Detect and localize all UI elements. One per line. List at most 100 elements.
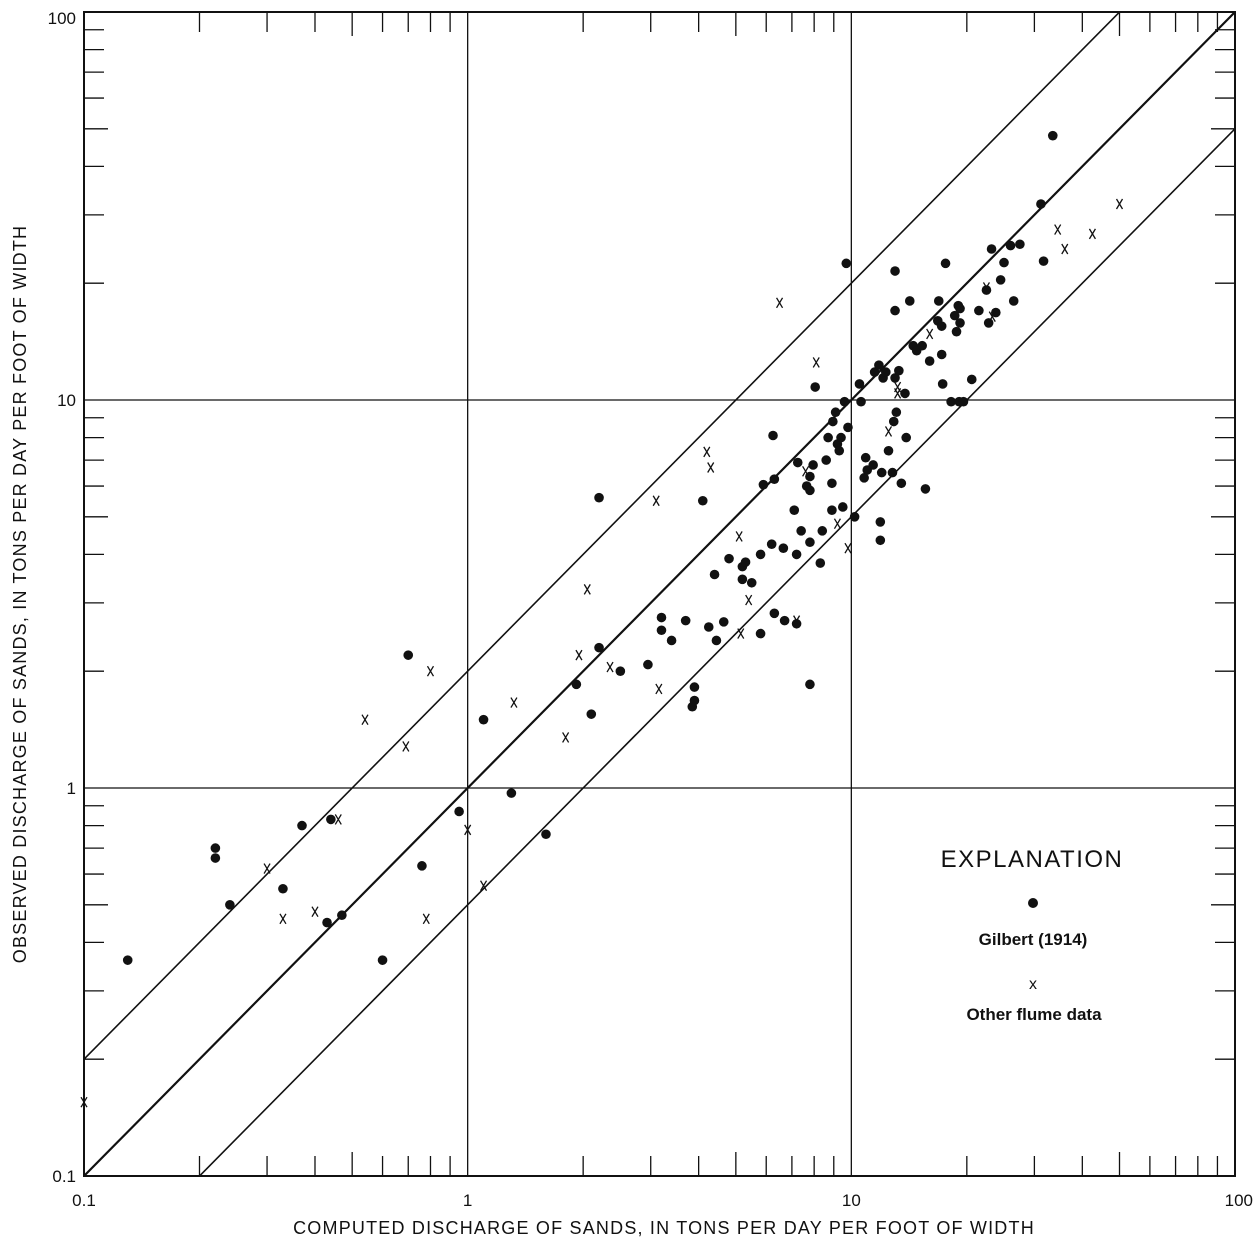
x-marker-stroke <box>1054 224 1062 235</box>
data-point-other-flume <box>982 282 991 293</box>
data-point-gilbert <box>571 679 582 690</box>
tick-labels: 0.1 1 10 100 0.1 1 10 100 <box>48 9 1253 1210</box>
data-point-gilbert <box>901 432 912 443</box>
data-point-other-flume <box>884 426 893 437</box>
data-point-gilbert <box>377 955 388 965</box>
data-point-gilbert <box>896 478 907 489</box>
data-point-gilbert <box>278 883 288 894</box>
data-point-gilbert <box>122 955 133 965</box>
x-marker-stroke <box>562 732 570 743</box>
legend-x-marker: x <box>1029 976 1037 993</box>
data-point-gilbert <box>1015 239 1025 250</box>
data-point-gilbert <box>837 502 848 512</box>
data-point-gilbert <box>791 549 802 560</box>
data-point-gilbert <box>841 258 852 269</box>
data-point-gilbert <box>946 396 956 407</box>
data-point-gilbert <box>890 305 900 316</box>
data-point-gilbert <box>890 266 900 276</box>
data-point-other-flume <box>1088 228 1096 240</box>
data-point-gilbert <box>506 788 517 798</box>
data-point-gilbert <box>937 379 948 389</box>
data-point-other-flume <box>263 863 271 874</box>
data-point-gilbert <box>697 495 708 506</box>
data-point-gilbert <box>724 553 734 564</box>
data-point-gilbert <box>210 843 221 853</box>
data-point-other-flume <box>426 665 435 677</box>
data-point-other-flume <box>1061 243 1069 255</box>
data-point-gilbert <box>875 535 886 546</box>
data-point-other-flume <box>802 465 810 477</box>
data-point-gilbert <box>936 349 947 360</box>
data-point-other-flume <box>737 628 745 639</box>
data-point-other-flume <box>479 880 488 892</box>
data-point-gilbert <box>843 422 853 433</box>
data-point-gilbert <box>615 666 626 677</box>
data-point-gilbert <box>860 452 871 463</box>
data-point-gilbert <box>917 340 927 351</box>
legend-dot-marker <box>1028 898 1038 908</box>
data-point-gilbert <box>689 682 700 692</box>
data-point-other-flume <box>652 495 660 507</box>
x-marker-stroke <box>583 584 591 595</box>
x-marker-stroke <box>464 824 472 836</box>
data-point-gilbert <box>703 622 714 632</box>
data-point-other-flume <box>464 824 472 836</box>
data-point-gilbert <box>983 318 994 328</box>
data-point-gilbert <box>454 806 464 817</box>
x-marker-stroke <box>707 462 715 473</box>
data-point-other-flume <box>735 531 743 542</box>
data-point-gilbert <box>1008 296 1019 306</box>
data-point-other-flume <box>844 542 852 554</box>
data-point-other-flume <box>1115 198 1124 210</box>
data-point-gilbert <box>805 537 815 548</box>
data-point-gilbert <box>656 625 667 636</box>
data-point-gilbert <box>817 526 828 536</box>
data-point-gilbert <box>836 432 846 443</box>
data-point-gilbert <box>478 714 489 725</box>
data-point-other-flume <box>812 357 820 368</box>
data-point-gilbert <box>210 853 221 863</box>
data-point-gilbert <box>933 296 944 306</box>
x-tick-label: 10 <box>842 1191 861 1210</box>
data-point-other-flume <box>707 462 715 473</box>
x-marker-stroke <box>606 661 614 673</box>
data-point-gilbert <box>666 635 677 646</box>
data-point-gilbert <box>834 445 845 456</box>
x-marker-stroke <box>775 297 784 309</box>
data-point-gilbert <box>755 549 766 560</box>
reference-line <box>198 128 1236 1177</box>
data-point-gilbert <box>955 318 965 328</box>
data-point-gilbert <box>874 360 884 370</box>
y-tick-label: 1 <box>67 779 76 798</box>
x-marker-stroke <box>703 446 711 458</box>
data-point-gilbert <box>888 416 899 427</box>
data-point-gilbert <box>779 615 790 626</box>
x-tick-label: 100 <box>1225 1191 1253 1210</box>
data-point-other-flume <box>926 328 934 340</box>
data-point-gilbert <box>737 574 748 585</box>
legend-title: EXPLANATION <box>941 846 1124 873</box>
data-point-other-flume <box>745 594 753 606</box>
data-point-gilbert <box>755 628 766 639</box>
y-axis-title: OBSERVED DISCHARGE OF SANDS, IN TONS PER… <box>10 225 30 964</box>
data-point-gilbert <box>900 388 910 399</box>
data-point-other-flume <box>606 661 614 673</box>
data-point-gilbert <box>643 659 653 670</box>
data-point-gilbert <box>958 396 969 407</box>
data-point-other-flume <box>583 584 591 595</box>
data-point-gilbert <box>789 505 800 515</box>
data-point-gilbert <box>586 709 597 719</box>
data-point-gilbert <box>709 569 720 580</box>
data-point-gilbert <box>766 539 777 549</box>
data-point-gilbert <box>904 296 915 306</box>
data-point-gilbert <box>881 367 891 377</box>
x-marker-stroke <box>575 649 583 661</box>
data-point-other-flume <box>334 814 342 825</box>
data-point-gilbert <box>823 432 833 443</box>
data-point-gilbert <box>869 367 880 377</box>
data-point-gilbert <box>827 478 837 489</box>
x-marker-stroke <box>279 913 287 925</box>
data-point-gilbert <box>830 407 841 418</box>
data-point-other-flume <box>655 683 663 695</box>
